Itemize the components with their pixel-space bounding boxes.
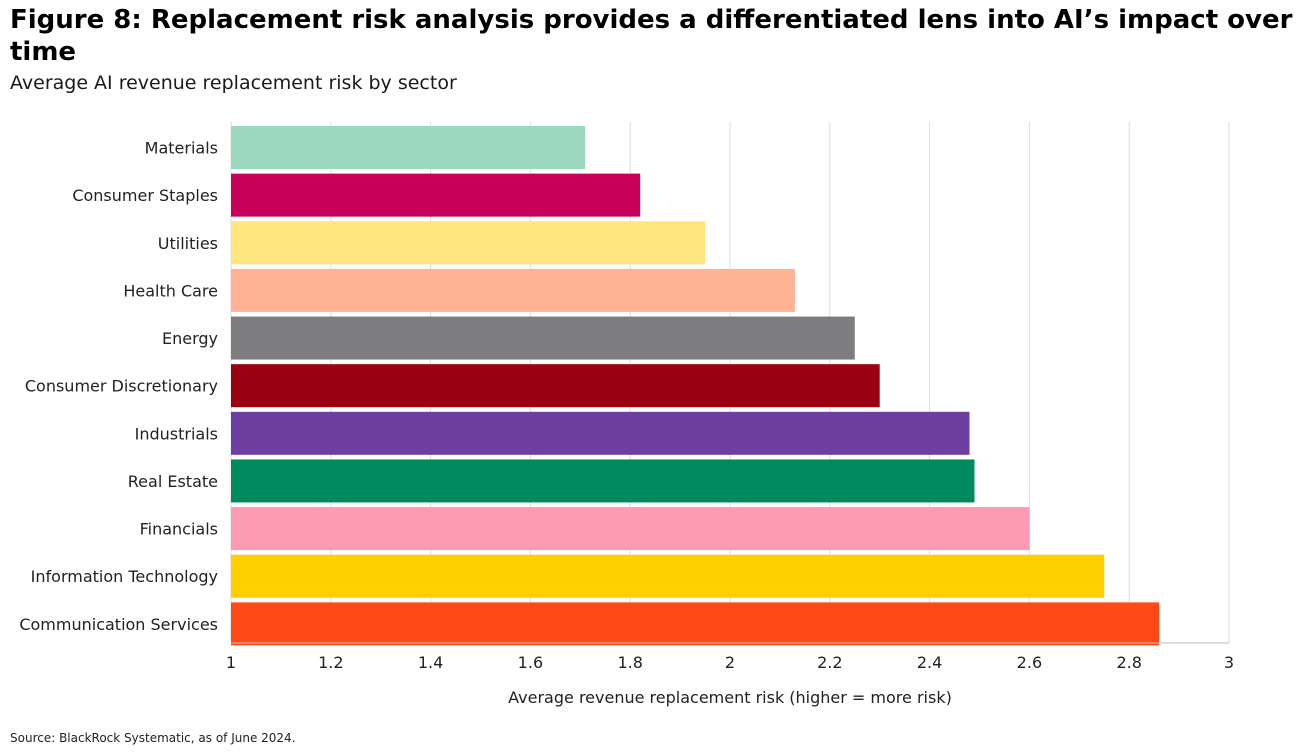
x-tick-label: 2 bbox=[725, 653, 735, 672]
category-label: Consumer Discretionary bbox=[25, 377, 218, 396]
bar-chart: Materials Consumer Staples Utilities Health… bbox=[19, 122, 1234, 707]
bar-consumer-staples bbox=[231, 173, 641, 217]
x-tick-label: 1 bbox=[226, 653, 236, 672]
x-tick-label: 1.8 bbox=[617, 653, 642, 672]
category-label: Industrials bbox=[135, 424, 218, 443]
chart-title: Figure 8: Replacement risk analysis prov… bbox=[10, 5, 1293, 67]
bar-consumer-discretionary bbox=[231, 364, 880, 408]
x-tick-labels: 1 1.2 1.4 1.6 1.8 2 2.2 2.4 2.6 2.8 3 bbox=[226, 653, 1234, 672]
bar-materials bbox=[231, 126, 586, 169]
category-label: Materials bbox=[145, 139, 218, 158]
category-label: Financials bbox=[140, 520, 218, 539]
x-tick-label: 2.4 bbox=[917, 653, 942, 672]
x-tick-label: 3 bbox=[1224, 653, 1234, 672]
bar-energy bbox=[231, 316, 855, 360]
x-tick-label: 1.6 bbox=[518, 653, 543, 672]
x-axis-label: Average revenue replacement risk (higher… bbox=[508, 688, 952, 707]
category-label: Real Estate bbox=[128, 472, 218, 491]
bar-communication-services bbox=[231, 602, 1160, 646]
x-tick-label: 2.8 bbox=[1116, 653, 1141, 672]
category-label: Health Care bbox=[123, 281, 218, 300]
category-label: Communication Services bbox=[19, 615, 218, 634]
x-tick-label: 1.2 bbox=[318, 653, 343, 672]
bar-real-estate bbox=[231, 459, 975, 503]
chart-subtitle: Average AI revenue replacement risk by s… bbox=[10, 72, 457, 94]
bar-health-care bbox=[231, 268, 795, 312]
category-labels: Materials Consumer Staples Utilities Health… bbox=[19, 139, 218, 634]
source-note: Source: BlackRock Systematic, as of June… bbox=[10, 731, 296, 745]
bar-financials bbox=[231, 507, 1030, 551]
category-label: Energy bbox=[162, 329, 218, 348]
bar-industrials bbox=[231, 411, 970, 455]
bars bbox=[231, 126, 1160, 646]
category-label: Utilities bbox=[158, 234, 218, 253]
x-tick-label: 2.2 bbox=[817, 653, 842, 672]
category-label: Information Technology bbox=[31, 567, 218, 586]
x-tick-label: 2.6 bbox=[1017, 653, 1042, 672]
bar-information-technology bbox=[231, 554, 1105, 598]
x-tick-label: 1.4 bbox=[418, 653, 443, 672]
category-label: Consumer Staples bbox=[72, 186, 218, 205]
bar-utilities bbox=[231, 221, 706, 265]
